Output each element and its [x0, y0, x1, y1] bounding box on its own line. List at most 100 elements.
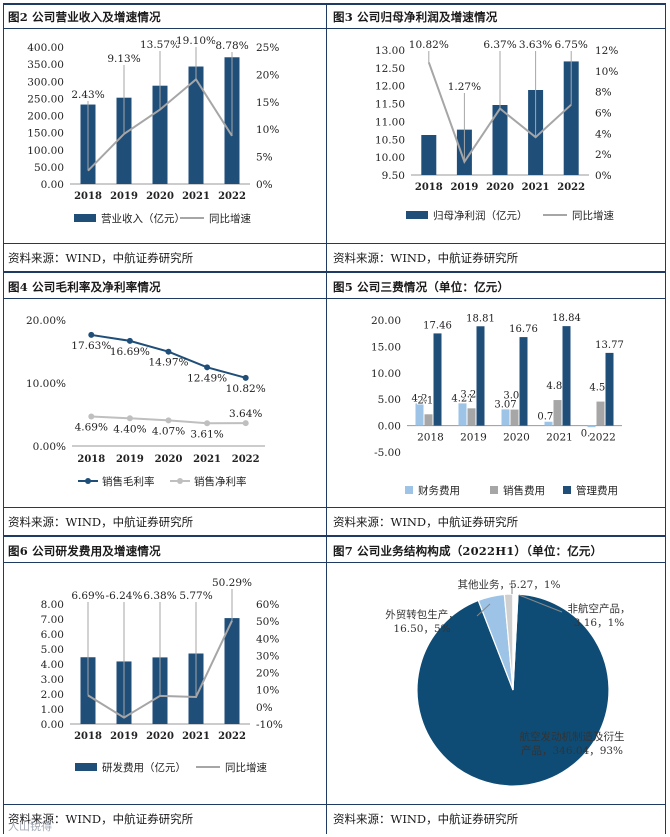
- y-left-tick-label: 8.00: [41, 599, 64, 611]
- y-left-tick-label: 5.00: [41, 644, 64, 656]
- fig2-title: 图2 公司营业收入及增速情况: [8, 10, 161, 24]
- legend-bar-label: 营业收入（亿元）: [101, 212, 185, 225]
- margin-chart: 0.00% 10.00% 20.00% 17.63% 16.69% 14.97% 12.49…: [0, 300, 326, 506]
- y-tick-label: -5.00: [374, 447, 401, 459]
- series-data-label: 14.97%: [148, 357, 188, 369]
- y-right-tick-label: 0%: [256, 179, 273, 191]
- y-left-tick-label: 250.00: [27, 93, 64, 105]
- y-left-tick-label: 11.00: [375, 116, 405, 128]
- y-right-tick-label: 8%: [595, 87, 612, 99]
- bar-data-label: 0.: [581, 429, 591, 440]
- x-tick-label: 2019: [116, 454, 144, 465]
- growth-data-label: 10.82%: [409, 39, 449, 51]
- y-right-tick-label: 0%: [256, 702, 273, 714]
- legend-label-1: 销售费用: [503, 484, 545, 497]
- pie-slice-3: [512, 593, 519, 691]
- bar-1-2019: [467, 408, 476, 426]
- x-tick-label: 2022: [218, 191, 246, 202]
- growth-data-label: 1.27%: [448, 81, 481, 93]
- growth-data-label: 13.57%: [140, 39, 180, 51]
- bar-2-2022: [605, 352, 614, 426]
- revenue-chart: 0.00 50.00 100.00 150.00 200.00 250.00 300.00 3…: [0, 30, 326, 242]
- growth-data-label: 19.10%: [176, 35, 216, 47]
- legend-gross-label: 销售毛利率: [102, 475, 155, 488]
- legend-net-marker: [177, 478, 183, 484]
- growth-data-label: 9.13%: [107, 53, 140, 65]
- series-marker: [242, 420, 249, 427]
- y-right-tick-label: 15%: [256, 97, 279, 109]
- y-right-tick-label: 40%: [256, 633, 279, 645]
- center-divider: [326, 3, 327, 834]
- growth-line: [427, 61, 572, 164]
- series-marker: [165, 417, 172, 424]
- bar-2022: [563, 61, 579, 175]
- row1-bottom-border: [3, 271, 666, 273]
- growth-data-label: 5.77%: [179, 590, 212, 602]
- legend-line-label: 同比增速: [225, 761, 267, 774]
- legend-label-0: 财务费用: [418, 484, 460, 497]
- y-tick-label: 0.00%: [33, 441, 66, 453]
- bar-data-label: 4.21: [451, 393, 473, 404]
- pie-label-aero-engine: 产品，346.04，93%: [521, 744, 623, 757]
- fig5-source: 资料来源：WIND，中航证券研究所: [333, 515, 519, 529]
- legend-swatch-1: [490, 486, 498, 494]
- y-tick-label: 20.00%: [26, 315, 66, 327]
- row2-title-divider: [3, 298, 666, 299]
- growth-data-label: 6.69%: [71, 590, 104, 602]
- y-right-tick-label: 4%: [595, 128, 612, 140]
- bar-1-2021: [553, 400, 562, 426]
- y-left-tick-label: 7.00: [41, 614, 64, 626]
- bar-2020: [492, 105, 508, 175]
- series-data-label: 4.69%: [75, 421, 108, 433]
- y-right-tick-label: 2%: [595, 149, 612, 161]
- fig3-source: 资料来源：WIND，中航证券研究所: [333, 251, 519, 265]
- y-left-tick-label: 10.50: [375, 134, 405, 146]
- y-left-tick-label: 200.00: [27, 111, 64, 123]
- row1-source-divider: [3, 243, 666, 244]
- y-right-tick-label: 0%: [595, 170, 612, 182]
- growth-data-label: 6.37%: [483, 39, 516, 51]
- y-left-tick-label: 4.00: [41, 659, 64, 671]
- pie-label-export: 外贸转包生产，: [385, 608, 459, 621]
- pie-leader-nonaviation: [518, 594, 563, 613]
- left-border: [3, 3, 4, 834]
- bar-2020: [152, 85, 168, 184]
- y-tick-label: 20.00: [371, 315, 401, 327]
- series-data-label: 3.64%: [229, 408, 262, 420]
- legend-bar-swatch: [406, 211, 428, 219]
- y-left-tick-label: 0.00: [41, 719, 64, 731]
- series-marker: [126, 337, 133, 344]
- growth-data-label: 3.63%: [519, 39, 552, 51]
- fig4-title: 图4 公司毛利率及净利率情况: [8, 280, 161, 294]
- growth-data-label: 6.38%: [143, 590, 176, 602]
- rnd-chart: 0.00 1.00 2.00 3.00 4.00 5.00 6.00 7.00 8.00 -10%…: [0, 564, 326, 803]
- x-tick-label: 2018: [417, 432, 444, 444]
- top-border: [3, 3, 666, 5]
- x-tick-label: 2021: [193, 454, 221, 465]
- row2-bottom-border: [3, 535, 666, 537]
- row2-source-divider: [3, 507, 666, 508]
- y-right-tick-label: 10%: [256, 685, 279, 697]
- x-tick-label: 2018: [74, 191, 102, 202]
- bar-2-2020: [519, 337, 528, 426]
- fig6-source: 资料来源：WIND，中航证券研究所: [8, 812, 194, 826]
- legend-gross-marker: [85, 478, 91, 484]
- y-tick-label: 0.00: [378, 421, 401, 433]
- series-data-label: 3.61%: [190, 428, 223, 440]
- y-right-tick-label: -10%: [256, 719, 283, 731]
- y-left-tick-label: 13.00: [375, 45, 405, 57]
- pie-leader-other: [509, 583, 513, 594]
- legend-bar-swatch: [75, 763, 97, 771]
- y-right-tick-label: 6%: [595, 108, 612, 120]
- bar-2018: [421, 135, 437, 175]
- y-left-tick-label: 350.00: [27, 59, 64, 71]
- pie-label-other: 其他业务，5.27，1%: [457, 578, 560, 591]
- series-data-label: 16.69%: [110, 346, 150, 358]
- fig7-title: 图7 公司业务结构构成（2022H1）（单位：亿元）: [333, 544, 603, 558]
- x-tick-label: 2021: [182, 191, 210, 202]
- y-tick-label: 10.00: [371, 368, 401, 380]
- legend-bar-swatch: [74, 214, 96, 222]
- series-marker: [126, 415, 133, 422]
- y-left-tick-label: 300.00: [27, 76, 64, 88]
